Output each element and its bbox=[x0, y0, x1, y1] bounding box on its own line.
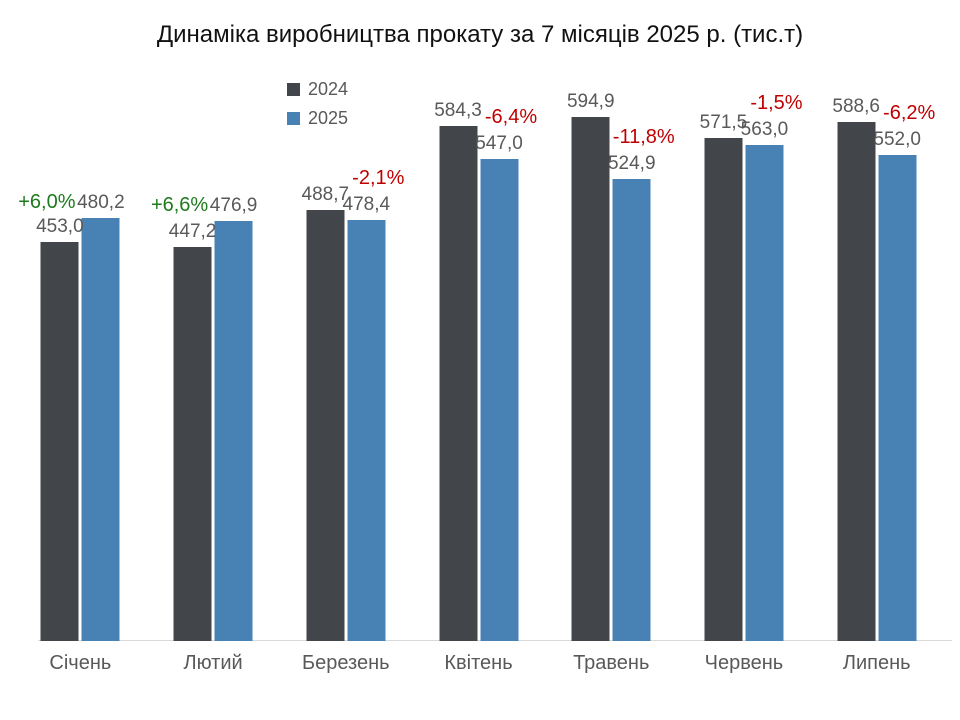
legend-swatch-2025 bbox=[287, 112, 300, 125]
bar-group-Травень: 594,9 524,9 -11,8% bbox=[545, 0, 678, 641]
legend-swatch-2024 bbox=[287, 83, 300, 96]
bar-2024 bbox=[704, 138, 743, 641]
bar-2025 bbox=[612, 179, 651, 641]
bar-2024 bbox=[571, 117, 610, 641]
legend: 2024 2025 bbox=[287, 75, 348, 133]
value-label-2024: 453,0 bbox=[36, 216, 84, 237]
bar-2025 bbox=[745, 145, 784, 641]
change-label: -6,2% bbox=[883, 102, 936, 124]
value-label-2024: 588,6 bbox=[832, 96, 880, 117]
bar-group-Червень: 571,5 563,0 -1,5% bbox=[678, 0, 811, 641]
bar-2025 bbox=[81, 218, 120, 641]
bar-group-Лютий: 447,2 476,9 +6,6% bbox=[147, 0, 280, 641]
bar-2024 bbox=[837, 122, 876, 641]
x-axis-labels: Січень Лютий Березень Квітень Травень Червень… bbox=[14, 652, 943, 675]
bar-groups: 453,0 480,2 +6,0% 447,2 476,9 +6,6% 488,7 478,4… bbox=[14, 0, 943, 641]
bar-2024 bbox=[306, 210, 345, 641]
change-label: -1,5% bbox=[750, 92, 803, 114]
change-label: -11,8% bbox=[612, 126, 675, 148]
value-label-2025: 480,2 bbox=[77, 192, 125, 213]
bar-pair bbox=[173, 221, 253, 641]
bar-pair bbox=[571, 117, 651, 641]
bar-pair bbox=[439, 126, 519, 641]
bar-2024 bbox=[439, 126, 478, 641]
value-label-2024: 594,9 bbox=[566, 91, 615, 112]
value-label-2025: 547,0 bbox=[475, 133, 523, 154]
value-label-2025: 476,9 bbox=[209, 195, 258, 216]
change-label: +6,6% bbox=[150, 194, 209, 216]
bar-pair bbox=[40, 218, 120, 641]
chart-title: Динаміка виробництва прокату за 7 місяці… bbox=[156, 21, 804, 48]
bar-group-Березень: 488,7 478,4 -2,1% bbox=[279, 0, 412, 641]
value-label-2024: 447,2 bbox=[168, 221, 217, 242]
bar-2024 bbox=[40, 242, 79, 641]
bar-group-Січень: 453,0 480,2 +6,0% bbox=[14, 0, 147, 641]
x-axis-label-Липень: Липень bbox=[842, 652, 911, 674]
value-label-2025: 524,9 bbox=[607, 153, 656, 174]
change-label: -6,4% bbox=[484, 106, 538, 128]
x-axis-label-Лютий: Лютий bbox=[183, 652, 243, 674]
bar-group-Квітень: 584,3 547,0 -6,4% bbox=[412, 0, 545, 641]
bar-2024 bbox=[173, 247, 212, 641]
x-axis-label-Січень: Січень bbox=[49, 652, 112, 674]
x-axis-label-Червень: Червень bbox=[704, 652, 784, 674]
bar-pair bbox=[704, 138, 784, 641]
change-label: +6,0% bbox=[18, 191, 76, 213]
value-label-2024: 488,7 bbox=[301, 184, 350, 205]
bar-2025 bbox=[214, 221, 253, 641]
bar-2025 bbox=[878, 155, 917, 641]
plot-area: 453,0 480,2 +6,0% 447,2 476,9 +6,6% 488,7 478,4… bbox=[14, 0, 943, 641]
bar-2025 bbox=[347, 220, 386, 641]
value-label-2024: 584,3 bbox=[434, 100, 482, 121]
bar-pair bbox=[837, 122, 917, 641]
bar-pair bbox=[306, 210, 386, 641]
x-axis-label-Березень: Березень bbox=[302, 652, 390, 674]
change-label: -2,1% bbox=[352, 167, 405, 189]
bar-2025 bbox=[480, 159, 519, 641]
value-label-2024: 571,5 bbox=[699, 112, 748, 133]
value-label-2025: 563,0 bbox=[740, 119, 789, 140]
legend-label-2024: 2024 bbox=[308, 79, 349, 99]
legend-item-2024: 2024 bbox=[287, 75, 348, 104]
legend-item-2025: 2025 bbox=[287, 104, 348, 133]
value-label-2025: 552,0 bbox=[873, 129, 921, 150]
legend-label-2025: 2025 bbox=[308, 108, 349, 128]
x-axis-label-Квітень: Квітень bbox=[444, 652, 513, 674]
value-label-2025: 478,4 bbox=[342, 194, 391, 215]
bar-group-Липень: 588,6 552,0 -6,2% bbox=[810, 0, 943, 641]
x-axis-label-Травень: Травень bbox=[573, 652, 650, 674]
